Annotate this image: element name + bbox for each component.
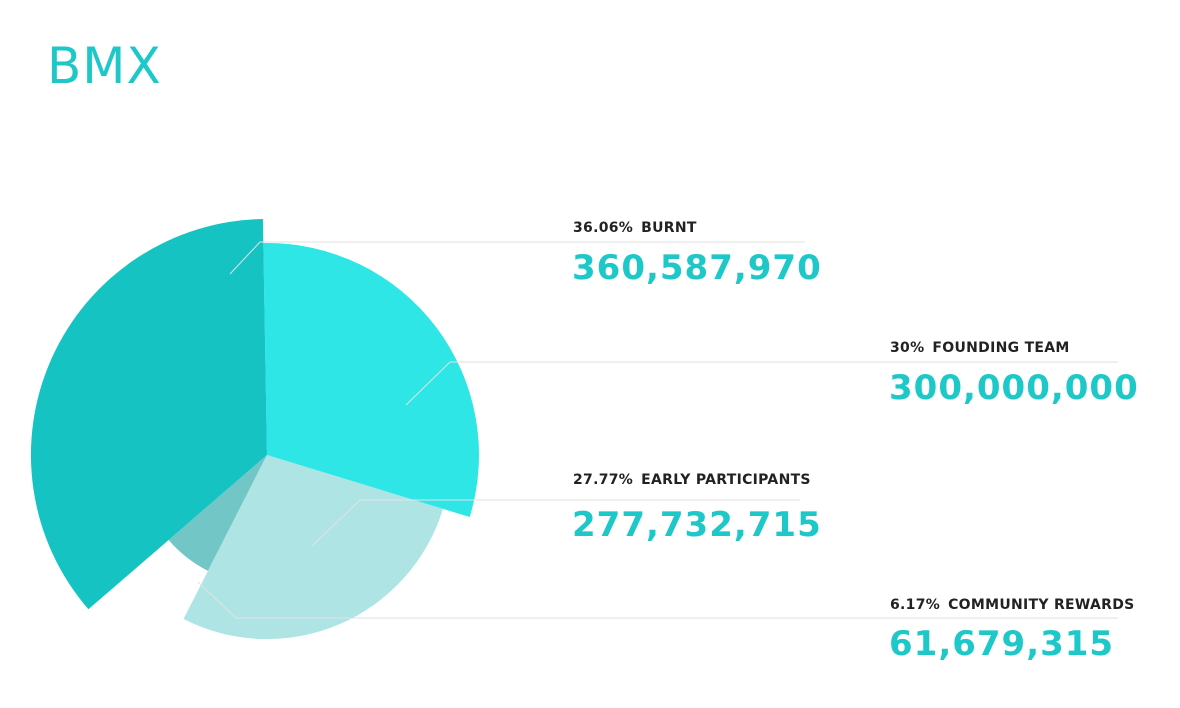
slice-burnt bbox=[30, 219, 268, 610]
name-burnt: BURNT bbox=[641, 220, 697, 236]
percent-burnt: 36.06% bbox=[573, 220, 634, 236]
name-early-participants: EARLY PARTICIPANTS bbox=[641, 472, 811, 488]
leader-line-founding-team bbox=[405, 361, 1118, 406]
label-community-rewards: 6.17% COMMUNITY REWARDS bbox=[890, 597, 1135, 613]
name-community-rewards: COMMUNITY REWARDS bbox=[948, 597, 1135, 613]
amount-burnt: 360,587,970 bbox=[572, 248, 822, 288]
page-title: BMX bbox=[47, 37, 162, 95]
percent-founding-team: 30% bbox=[890, 340, 925, 356]
label-burnt: 36.06% BURNT bbox=[573, 220, 697, 236]
leader-line-community-rewards bbox=[197, 581, 1118, 619]
amount-early-participants: 277,732,715 bbox=[572, 505, 822, 545]
slice-founding-team bbox=[263, 242, 479, 517]
leader-line-early-participants bbox=[311, 499, 800, 547]
name-founding-team: FOUNDING TEAM bbox=[932, 340, 1070, 356]
slice-community-rewards bbox=[168, 455, 267, 571]
label-founding-team: 30% FOUNDING TEAM bbox=[890, 340, 1070, 356]
percent-early-participants: 27.77% bbox=[573, 472, 634, 488]
percent-community-rewards: 6.17% bbox=[890, 597, 941, 613]
label-early-participants: 27.77% EARLY PARTICIPANTS bbox=[573, 472, 811, 488]
amount-community-rewards: 61,679,315 bbox=[889, 624, 1115, 664]
leader-line-burnt bbox=[229, 241, 805, 275]
amount-founding-team: 300,000,000 bbox=[889, 368, 1139, 408]
slice-early-participants bbox=[183, 455, 443, 640]
